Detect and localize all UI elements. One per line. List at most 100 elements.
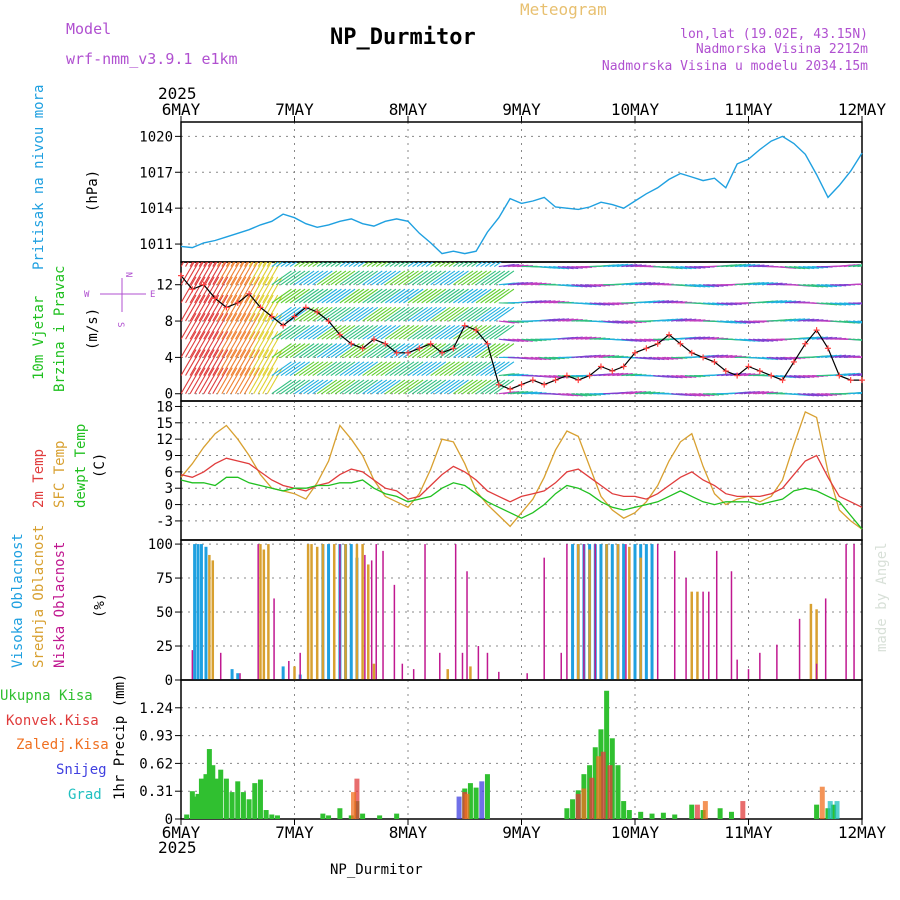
wind-barb [389,325,410,340]
wind-barb [421,361,442,377]
pressure-panel: 1011 1014 1017 1020 [139,121,863,263]
wind-barb [362,288,383,304]
wind-barb [703,284,720,288]
wind-barb [276,288,297,304]
wind-barb [503,264,520,268]
wind-barb [303,288,324,304]
cloud-low-bar [798,618,801,680]
wind-barb [371,270,392,286]
wind-barb [398,288,419,304]
wind-barb [276,361,297,377]
wind-barb [375,379,397,395]
wind-barb [716,302,733,306]
cloud-mid-bar [605,544,608,680]
bottom-date-label: 7MAY [275,823,314,842]
wind-barb [207,312,224,340]
wind-barb [298,262,307,267]
wind-barb [630,281,647,286]
wind-barb [181,331,197,358]
wind-barb [348,270,369,286]
bottom-date-label: 9MAY [502,823,541,842]
wind-barb [398,325,419,340]
wind-barb [743,390,760,395]
wind-barb [671,265,688,270]
wind-barb [589,354,606,358]
wind-barb [344,270,365,286]
wind-barb [348,262,357,267]
precip-total-bar [240,792,246,819]
wind-barb [257,294,274,322]
wind-barb [335,262,343,267]
wind-barb [280,288,301,304]
wind-barb [480,262,489,267]
cloud-low-bar [526,673,528,680]
wind-barb [689,284,706,288]
wind-barb [571,393,588,397]
cloud-mid-bar [809,603,813,680]
wind-barb [530,300,547,304]
wind-barb [403,306,424,322]
wind-barb [457,379,478,395]
top-date-label: 12MAY [838,100,887,119]
wind-barb [484,361,506,377]
wind-barb [339,361,360,377]
wind-barb [689,336,706,340]
y-tick-label: 1014 [139,201,173,217]
wind-barb [380,379,401,395]
cloud-high-bar [199,544,203,680]
wind-barb [666,318,683,322]
cloud-mid-bar [446,669,449,680]
wind-barb [248,367,265,395]
wind-barb [230,262,245,285]
wind-barb [339,270,360,286]
wind-barb [357,361,379,377]
temp-sfc-label: SFC Temp [52,441,68,508]
wind-barb [425,325,447,340]
wind-barb [353,379,374,395]
wind-barb [825,354,842,358]
wind-barb [357,379,379,395]
wind-barb [457,306,478,322]
wind-barb [466,270,487,286]
wind-barb [266,262,282,285]
wind-barb [839,355,856,358]
wind-barb [444,262,452,267]
wind-barb [553,265,570,270]
wind-barbs [181,262,862,397]
wind-barb [662,300,679,304]
wind-barb [434,288,456,304]
wind-barb [362,306,383,322]
wind-barb [512,338,529,342]
wind-barb [493,361,515,377]
wind-barb [325,262,334,267]
wind-barb [762,338,779,342]
wind-barb [516,391,533,395]
wind-barb [325,306,347,322]
wind-barb [439,361,460,377]
wind-barb [257,331,274,358]
wind-barb [430,270,451,286]
wind-barb [657,356,674,360]
wind-barb [603,302,620,306]
wind-barb [194,312,211,340]
wind-barb [203,312,220,340]
bottom-date-label: 12MAY [838,823,887,842]
wind-ylabel-2: Brzina i Pravac [52,266,68,392]
cloud-low-bar [477,646,480,680]
wind-barb [453,306,474,322]
wind-barb [189,367,206,395]
precip-total-bar [274,815,280,819]
wind-barb [398,379,419,395]
wind-barb [752,338,769,342]
cloud-low-bar [273,598,275,680]
wind-barb [303,361,324,377]
wind-barb [212,262,227,285]
bottom-date-label: 11MAY [724,823,773,842]
wind-barb [843,320,860,324]
precip-total-bar [257,779,263,819]
wind-barb [384,262,393,267]
wind-barb [425,270,447,286]
wind-barb [575,393,592,397]
